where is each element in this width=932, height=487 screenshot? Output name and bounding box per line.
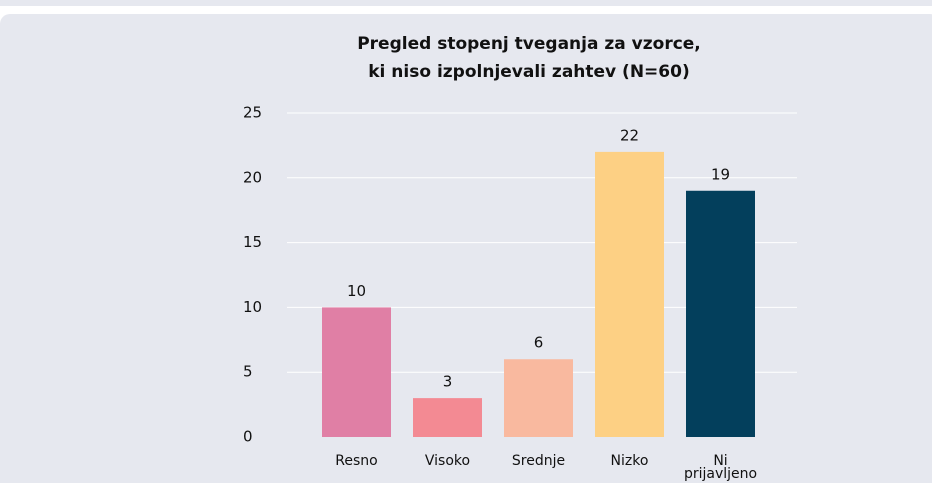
chart-title: Pregled stopenj tveganja za vzorce, [357, 34, 701, 54]
x-tick-label: Ni prijavljeno [684, 453, 757, 482]
chart-title: ki niso izpolnjevali zahtev (N=60) [368, 62, 689, 82]
bar [504, 359, 573, 437]
data-label: 19 [711, 165, 730, 183]
bar [686, 190, 755, 437]
data-label: 22 [620, 126, 639, 144]
x-tick-label: Nizko [611, 453, 649, 469]
bar [413, 398, 482, 437]
y-tick-label: 5 [243, 363, 253, 381]
x-tick-label: Srednje [512, 453, 565, 469]
data-label: 3 [443, 373, 453, 391]
y-tick-label: 15 [243, 233, 262, 251]
data-label: 10 [347, 282, 366, 300]
y-tick-label: 20 [243, 168, 262, 186]
y-tick-label: 25 [243, 104, 262, 122]
y-tick-label: 0 [243, 428, 253, 446]
bar [322, 307, 391, 437]
data-label: 6 [534, 334, 544, 352]
y-tick-label: 10 [243, 298, 262, 316]
x-tick-label: Resno [335, 453, 377, 469]
bar [595, 151, 664, 437]
top-strip [0, 0, 932, 6]
x-tick-label: Visoko [425, 453, 470, 469]
